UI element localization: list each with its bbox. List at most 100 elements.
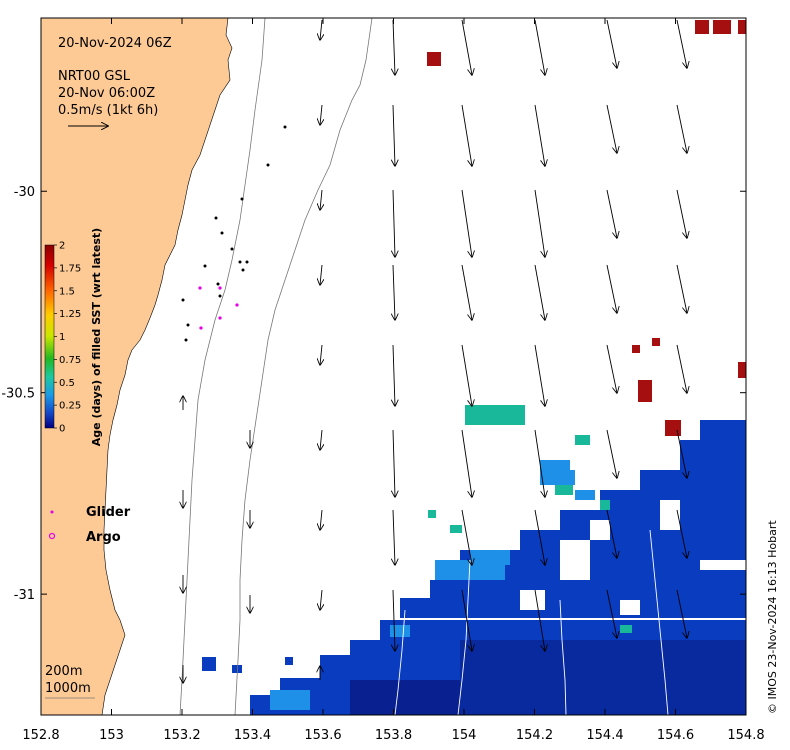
sst-cell — [590, 520, 610, 540]
current-vector-arrow — [676, 104, 687, 153]
current-vector-arrow — [393, 104, 395, 166]
colorbar-tick-label: 1 — [59, 332, 65, 343]
current-vector-arrow — [534, 264, 545, 320]
station-dot — [266, 163, 270, 167]
isobath-deep-4 — [559, 599, 567, 715]
sst-cell — [450, 525, 462, 533]
station-dot — [238, 260, 242, 264]
current-vector-arrow — [676, 189, 687, 238]
sst-cell — [600, 500, 610, 510]
sst-cell — [700, 560, 746, 570]
sst-cell — [427, 52, 441, 66]
current-vector-arrow — [320, 264, 322, 285]
sst-cell — [700, 420, 746, 440]
current-vector-arrow — [534, 189, 545, 257]
station-dot — [181, 298, 185, 302]
current-vector-arrow — [393, 189, 395, 257]
current-vector-arrow — [320, 189, 322, 210]
current-vector-arrow — [461, 589, 472, 651]
colorbar-tick-label: 0.75 — [59, 355, 81, 366]
mooring-dots — [181, 125, 287, 342]
isobath-deep-3 — [649, 529, 669, 715]
current-vector-arrow — [320, 589, 322, 610]
x-tick-label: 154.8 — [727, 728, 764, 743]
sst-cell — [713, 20, 731, 34]
station-dot — [216, 282, 220, 286]
current-vector-arrow — [393, 344, 395, 406]
x-tick-label: 153 — [99, 728, 124, 743]
glider-marker — [198, 286, 202, 290]
date-title: 20-Nov-2024 06Z — [58, 36, 172, 51]
x-axis: 152.8 153 153.2 153.4 153.6 153.8 154 154.2 154.… — [22, 18, 765, 743]
current-vector-arrow — [461, 19, 472, 75]
sst-cell — [202, 657, 216, 671]
current-vector-arrow — [534, 344, 545, 406]
x-tick-label: 153.4 — [234, 728, 271, 743]
glider-marker — [235, 303, 239, 307]
current-vector-arrow — [461, 509, 472, 565]
current-vector-arrow — [393, 509, 395, 565]
sst-cell — [428, 510, 436, 518]
x-tick-label: 154 — [452, 728, 477, 743]
station-dot — [245, 260, 249, 264]
sst-cell — [270, 690, 310, 710]
argo-legend-icon — [48, 532, 56, 540]
colorbar-tick-label: 0.5 — [59, 378, 75, 389]
sst-cell — [400, 598, 746, 618]
isobath-deep-2 — [394, 609, 406, 715]
y-tick-label: -31 — [14, 588, 35, 603]
sst-cell — [575, 435, 590, 445]
glider-marker — [218, 316, 222, 320]
current-vector-arrow — [393, 589, 395, 651]
colorbar — [44, 244, 55, 429]
station-dot — [230, 247, 234, 251]
glider-legend-icon — [50, 510, 54, 514]
imos-credit: © IMOS 23-Nov-2024 16:13 Hobart — [766, 520, 779, 714]
isobath-200-label: 200m — [45, 664, 82, 679]
sst-cell — [470, 550, 510, 565]
current-vector-arrow — [676, 429, 687, 478]
argo-legend-label: Argo — [86, 530, 121, 545]
y-tick-label: -30.5 — [1, 387, 35, 402]
current-vector-arrow — [606, 344, 617, 393]
current-vectors — [183, 19, 687, 683]
station-dot — [184, 338, 188, 342]
coastline-land — [41, 18, 233, 715]
sst-cell — [320, 655, 350, 665]
sst-cell — [430, 580, 746, 600]
model-time: 20-Nov 06:00Z — [58, 86, 155, 101]
sst-cell — [460, 640, 746, 715]
colorbar-tick-label: 0.25 — [59, 401, 81, 412]
isobath-200m — [179, 18, 266, 715]
current-vector-arrow — [461, 104, 472, 166]
station-dot — [186, 323, 190, 327]
x-tick-label: 154.6 — [657, 728, 694, 743]
glider-markers — [198, 286, 239, 330]
current-vector-arrow — [534, 104, 545, 166]
current-vector-arrow — [461, 264, 472, 320]
current-vector-arrow — [676, 344, 687, 393]
sst-cell — [738, 362, 746, 378]
current-vector-arrow — [606, 589, 617, 638]
colorbar-tick-label: 1.25 — [59, 309, 81, 320]
station-dot — [214, 216, 218, 220]
station-dot — [203, 264, 207, 268]
colorbar-title: Age (days) of filled SST (wrt latest) — [90, 228, 103, 446]
current-vector-arrow — [320, 19, 322, 40]
sst-cell — [465, 405, 525, 425]
sst-cell — [520, 590, 545, 610]
current-vector-arrow — [320, 104, 322, 125]
x-tick-label: 154.4 — [586, 728, 623, 743]
sst-cell — [695, 20, 709, 34]
sst-cell — [560, 540, 590, 580]
sst-cell — [665, 420, 681, 436]
station-dot — [218, 294, 222, 298]
sst-cell — [575, 490, 595, 500]
current-vector-arrow — [606, 189, 617, 238]
sst-cell — [632, 345, 640, 353]
sst-cell — [285, 657, 293, 665]
current-vector-arrow — [393, 429, 395, 497]
current-vector-arrow — [461, 344, 472, 406]
colorbar-ticks: 2 1.75 1.5 1.25 1 0.75 0.5 0.25 0 — [54, 241, 81, 435]
sst-cell — [652, 338, 660, 346]
